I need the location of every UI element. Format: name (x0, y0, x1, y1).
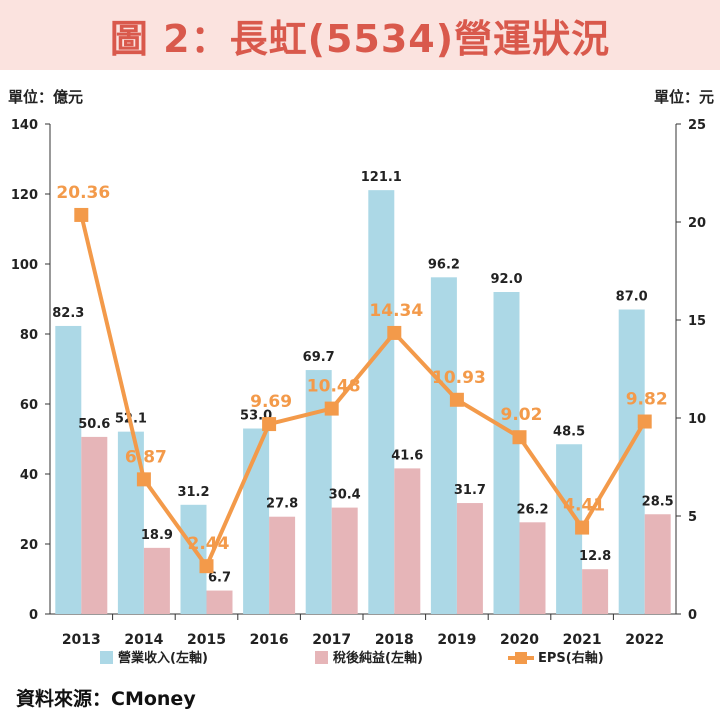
eps-data-label: 9.69 (250, 392, 292, 412)
chart-area: 0 20 40 60 80 100 120 140 0 5 10 15 20 25 2013 2014 2015… (11, 118, 706, 666)
right-tick-label: 15 (688, 314, 706, 329)
left-tick-label: 0 (29, 608, 38, 623)
eps-data-label: 10.93 (432, 368, 486, 388)
net-income-bar (519, 522, 546, 614)
revenue-bar (55, 325, 82, 614)
eps-point (324, 401, 339, 416)
net-income-data-label: 50.6 (78, 417, 110, 432)
eps-point (387, 325, 402, 340)
eps-data-label: 2.44 (188, 534, 230, 554)
source-note: 資料來源：CMoney (16, 688, 196, 710)
net-income-data-label: 12.8 (579, 549, 611, 564)
revenue-data-label: 96.2 (428, 257, 460, 272)
x-tick-label: 2016 (250, 632, 289, 648)
x-tick-label: 2019 (437, 632, 476, 648)
left-tick-label: 80 (20, 328, 38, 343)
x-tick-label: 2014 (124, 632, 163, 648)
net-income-bar (269, 516, 296, 614)
revenue-bar (493, 292, 520, 614)
left-axis-unit: 單位：億元 (8, 88, 84, 106)
eps-point (575, 520, 590, 535)
net-income-bar (582, 569, 609, 614)
eps-point (199, 559, 214, 574)
left-tick-label: 60 (20, 398, 38, 413)
right-tick-label: 5 (688, 510, 697, 525)
left-tick-label: 120 (11, 188, 38, 203)
net-income-bar (143, 547, 170, 614)
eps-data-label: 9.82 (626, 390, 668, 410)
eps-point (449, 392, 464, 407)
right-tick-label: 25 (688, 118, 706, 133)
net-income-bar (644, 514, 671, 614)
legend-eps-label: EPS(右軸) (538, 650, 604, 666)
right-tick-label: 10 (688, 412, 706, 427)
chart-title: 圖 2：長虹(5534)營運狀況 (109, 16, 611, 61)
net-income-bar (394, 468, 421, 614)
x-tick-label: 2018 (375, 632, 414, 648)
net-income-data-label: 41.6 (391, 448, 423, 463)
right-axis-unit: 單位：元 (653, 88, 714, 106)
revenue-data-label: 82.3 (52, 306, 84, 321)
eps-data-label: 20.36 (56, 183, 110, 203)
revenue-data-label: 92.0 (490, 272, 522, 287)
legend-eps-marker (515, 652, 527, 664)
revenue-bar (430, 277, 457, 614)
revenue-data-label: 48.5 (553, 424, 585, 439)
eps-data-label: 9.02 (501, 405, 543, 425)
net-income-bar (456, 503, 483, 614)
right-tick-label: 20 (688, 216, 706, 231)
left-tick-label: 20 (20, 538, 38, 553)
net-income-data-label: 26.2 (516, 502, 548, 517)
legend-revenue-swatch (100, 651, 113, 664)
legend-revenue-label: 營業收入(左軸) (118, 650, 208, 666)
net-income-data-label: 18.9 (141, 528, 173, 543)
legend-net-income-label: 稅後純益(左軸) (333, 650, 423, 666)
right-tick-label: 0 (688, 608, 697, 623)
x-tick-label: 2017 (312, 632, 351, 648)
revenue-data-label: 121.1 (361, 170, 402, 185)
eps-data-label: 10.48 (307, 377, 361, 397)
x-tick-label: 2020 (500, 632, 539, 648)
eps-point (512, 430, 527, 445)
x-tick-label: 2015 (187, 632, 226, 648)
net-income-bar (331, 507, 358, 614)
left-tick-label: 40 (20, 468, 38, 483)
eps-point (136, 472, 151, 487)
revenue-bar (243, 428, 270, 614)
legend-net-income-swatch (315, 651, 328, 664)
net-income-data-label: 28.5 (642, 494, 674, 509)
net-income-data-label: 30.4 (329, 488, 361, 503)
net-income-data-label: 27.8 (266, 497, 298, 512)
eps-data-label: 4.41 (563, 496, 605, 516)
title-band: 圖 2：長虹(5534)營運狀況 (0, 0, 720, 70)
eps-point (262, 417, 277, 432)
eps-data-label: 14.34 (369, 301, 423, 321)
left-tick-label: 140 (11, 118, 38, 133)
left-tick-label: 100 (11, 258, 38, 273)
net-income-bar (206, 590, 233, 614)
net-income-data-label: 6.7 (208, 571, 231, 586)
x-tick-label: 2013 (62, 632, 101, 648)
revenue-bar (368, 190, 395, 614)
eps-line (79, 214, 647, 569)
net-income-data-label: 31.7 (454, 483, 486, 498)
revenue-data-label: 69.7 (303, 350, 335, 365)
revenue-data-label: 87.0 (616, 290, 648, 305)
x-tick-label: 2021 (563, 632, 602, 648)
net-income-bar (81, 436, 108, 614)
eps-point (637, 414, 652, 429)
eps-data-label: 6.87 (125, 447, 167, 467)
x-tick-label: 2022 (625, 632, 664, 648)
eps-point (74, 207, 89, 222)
revenue-data-label: 31.2 (177, 485, 209, 500)
